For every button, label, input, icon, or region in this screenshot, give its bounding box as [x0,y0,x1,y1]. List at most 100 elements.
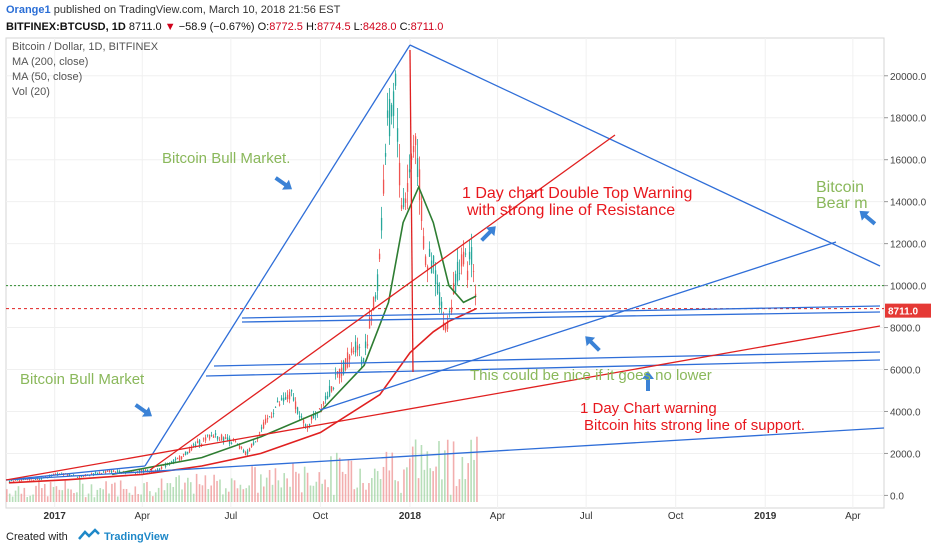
volume-bar [73,493,75,502]
candle-body [204,437,207,441]
open-label: O: [257,21,270,33]
volume-bar [108,493,110,502]
candle-body [302,419,305,424]
candle-body [418,169,421,201]
volume-bar [230,478,233,502]
volume-bar [198,484,201,502]
candle-body [300,416,303,418]
candle-body [402,198,405,208]
candle-body [208,434,211,439]
chart-header: Orange1 published on TradingView.com, Ma… [0,0,932,38]
candle-body [266,417,269,420]
candle-body [452,283,455,295]
candle-body [438,292,441,306]
volume-bar [128,492,131,502]
volume-bar [172,486,175,502]
author-name[interactable]: Orange1 [6,4,51,16]
candle-body [450,307,453,313]
volume-bar [46,496,49,502]
volume-bar [473,459,475,502]
volume-bar [23,487,26,502]
volume-bar [207,489,210,502]
trend-lines[interactable] [5,44,885,481]
candle-body [224,437,227,439]
candle-body [354,341,357,353]
candle-body [106,470,109,472]
x-tick-label: Apr [845,511,861,522]
volume-bar [20,493,23,502]
volume-bar [368,483,370,502]
candle-body [398,162,401,186]
candle-body [94,472,97,474]
volume-bar [32,494,34,502]
last-price-badge-text: 8711.0 [888,307,918,318]
candle-body [344,358,347,370]
candle-body [108,470,111,472]
annotation-text: Bitcoin Bull Market [20,371,145,388]
candle-body [250,443,253,447]
volume-bar [41,488,43,502]
candle-body [356,345,359,350]
x-tick-label: Jul [224,511,237,522]
tradingview-logo-icon [78,528,100,540]
annotation-text: This could be nice if it goes no lower [470,367,712,384]
volume-bar [192,493,195,502]
candle-body [324,395,327,400]
volume-bar [233,480,236,502]
annotations: Bitcoin Bull Market. Bitcoin Bull Market 1… [20,150,868,434]
candle-body [82,476,85,478]
volume-bar [102,489,104,502]
volume-bar [388,470,391,502]
volume-bar [262,486,265,502]
volume-bar [76,492,78,502]
candle-body [388,99,391,137]
volume-bar [81,483,84,502]
candle-body [326,395,329,399]
candle-body [192,444,195,446]
volume-bar [216,480,218,502]
annotation-text: Bitcoin Bull Market. [162,150,290,167]
candle-body [248,448,251,452]
candle-body [340,367,343,376]
volume-bar [382,466,385,502]
candle-body [118,470,121,474]
volume-bar [371,478,373,502]
y-tick-label: 2000.0 [890,449,921,460]
candle-body [330,386,333,392]
candle-body [88,475,91,477]
candle-body [96,472,99,475]
volume-bar [248,485,250,502]
volume-bar [432,471,434,502]
candle-body [60,472,63,474]
published-text: published on TradingView.com, March 10, … [53,4,341,16]
candle-body [454,273,457,292]
volume-bar [470,439,472,502]
volume-bar [417,478,420,502]
candle-body [264,418,267,424]
price-chart[interactable]: 8711.0 Bitcoin Bull Market. Bitcoin Bull … [0,0,932,522]
tradingview-brand[interactable]: TradingView [104,531,169,543]
volume-bar [111,483,113,502]
y-tick-label: 12000.0 [890,240,927,251]
arrow-icon [480,226,496,242]
candle-body [284,396,287,400]
candle-body [466,270,469,281]
volume-bar [461,456,464,502]
low-label: L: [353,21,363,33]
volume-bar [391,452,394,502]
candle-body [456,261,459,282]
candle-body [458,272,461,274]
candle-body [150,469,153,473]
candle-body [406,183,409,192]
volume-bar [408,458,411,502]
candle-body [30,479,33,481]
candle-body [260,427,263,429]
candle-body [72,474,75,476]
candle-body [434,270,437,284]
candle-body [32,479,35,481]
candle-body [226,437,229,441]
arrow-icon [480,226,496,242]
candle-body [386,110,389,118]
candle-body [396,128,399,142]
volume-bar [373,468,376,502]
